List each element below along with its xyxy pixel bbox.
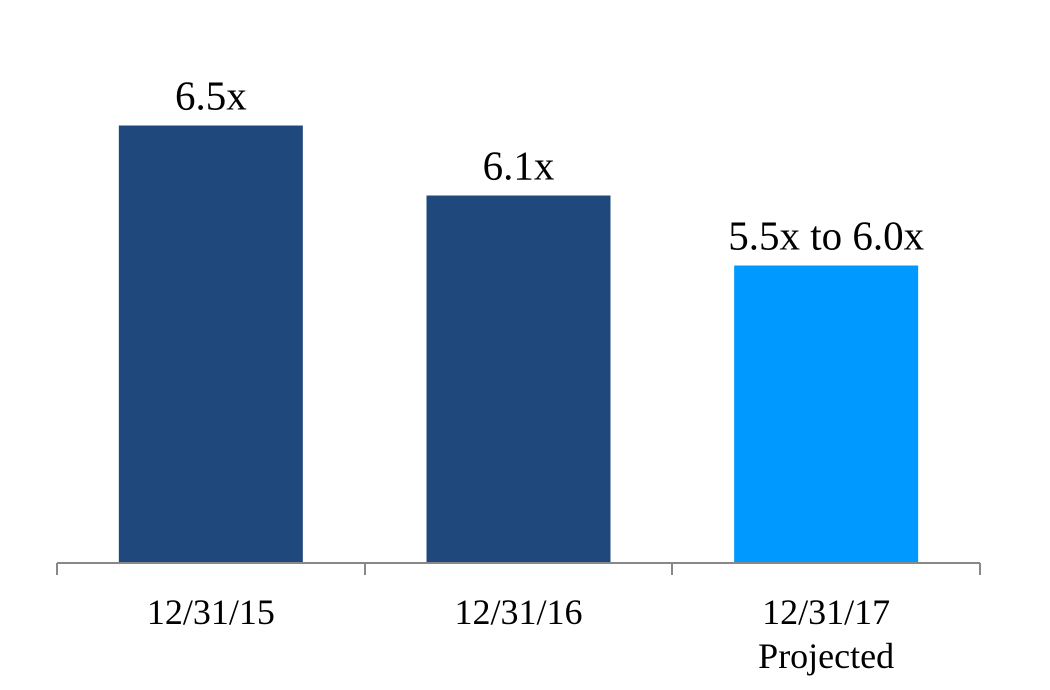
data-label: 5.5x to 6.0x: [728, 213, 924, 259]
data-label: 6.5x: [175, 73, 247, 119]
bar: [118, 125, 303, 563]
bar: [734, 265, 919, 563]
x-tick-label: 12/31/17 Projected: [758, 592, 895, 676]
data-label: 6.1x: [483, 143, 555, 189]
x-tick-label: 12/31/15: [146, 592, 275, 632]
bar: [426, 195, 611, 563]
x-tick-label: 12/31/16: [454, 592, 583, 632]
